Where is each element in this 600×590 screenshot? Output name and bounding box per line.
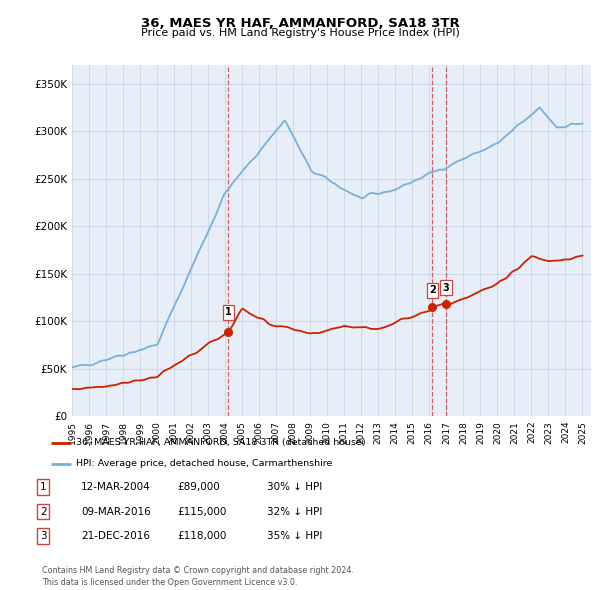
Text: 35% ↓ HPI: 35% ↓ HPI [267,532,322,541]
Text: HPI: Average price, detached house, Carmarthenshire: HPI: Average price, detached house, Carm… [76,460,332,468]
Text: £115,000: £115,000 [177,507,226,516]
Text: 3: 3 [442,283,449,293]
Text: 36, MAES YR HAF, AMMANFORD, SA18 3TR: 36, MAES YR HAF, AMMANFORD, SA18 3TR [140,17,460,30]
Text: £118,000: £118,000 [177,532,226,541]
Text: 32% ↓ HPI: 32% ↓ HPI [267,507,322,516]
Text: 21-DEC-2016: 21-DEC-2016 [81,532,150,541]
Text: Contains HM Land Registry data © Crown copyright and database right 2024.
This d: Contains HM Land Registry data © Crown c… [42,566,354,587]
Text: £89,000: £89,000 [177,482,220,491]
Text: 2: 2 [429,286,436,296]
Text: 30% ↓ HPI: 30% ↓ HPI [267,482,322,491]
Text: 2: 2 [40,507,47,516]
Text: Price paid vs. HM Land Registry's House Price Index (HPI): Price paid vs. HM Land Registry's House … [140,28,460,38]
Text: 1: 1 [225,307,232,317]
Text: 3: 3 [40,532,47,541]
Text: 09-MAR-2016: 09-MAR-2016 [81,507,151,516]
Text: 1: 1 [40,482,47,491]
Text: 12-MAR-2004: 12-MAR-2004 [81,482,151,491]
Text: 36, MAES YR HAF, AMMANFORD, SA18 3TR (detached house): 36, MAES YR HAF, AMMANFORD, SA18 3TR (de… [76,438,366,447]
